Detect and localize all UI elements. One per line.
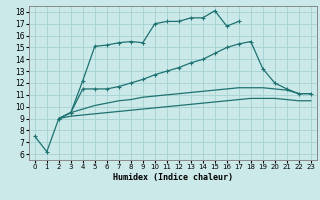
X-axis label: Humidex (Indice chaleur): Humidex (Indice chaleur): [113, 173, 233, 182]
